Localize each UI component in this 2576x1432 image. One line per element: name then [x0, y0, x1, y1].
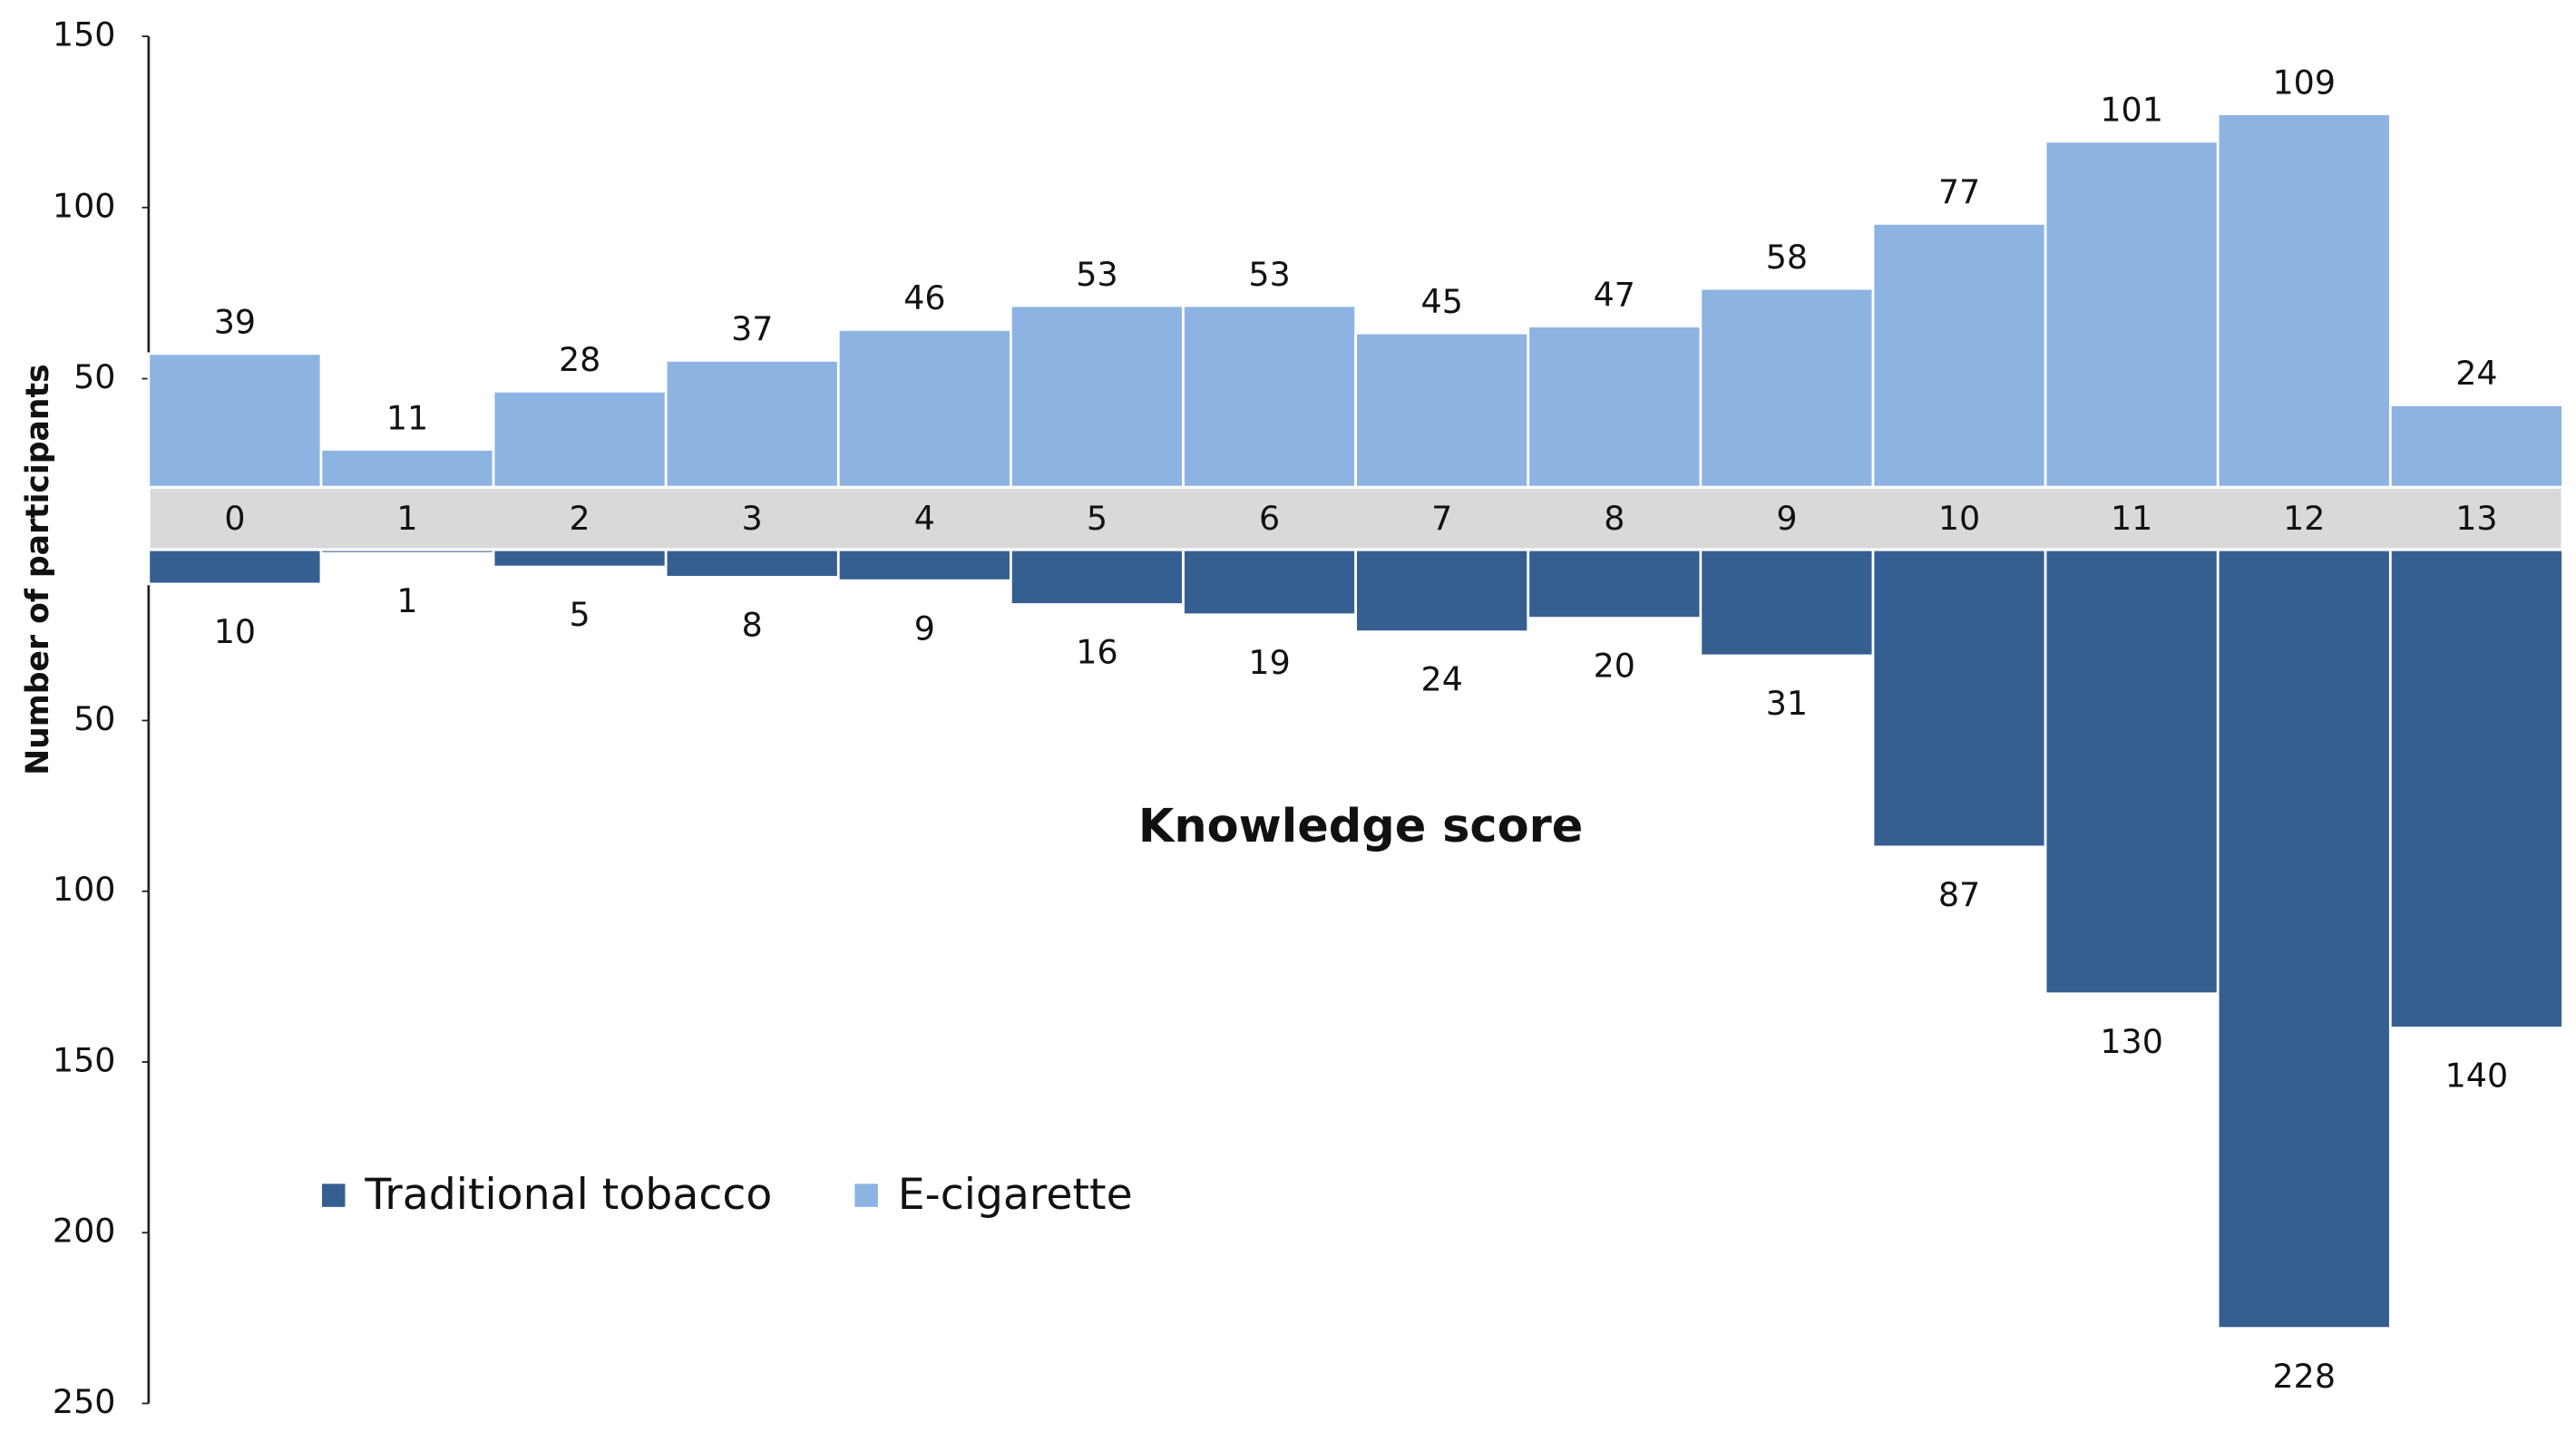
- data-label: 20: [1594, 647, 1635, 686]
- data-label: 130: [2100, 1022, 2163, 1061]
- data-label: 45: [1421, 282, 1463, 321]
- bar: [492, 390, 668, 489]
- x-tick-label: 11: [2111, 499, 2152, 538]
- bar: [2216, 112, 2392, 489]
- data-label: 46: [903, 278, 945, 317]
- x-tick-label: 7: [1431, 499, 1452, 538]
- bar: [1010, 548, 1185, 606]
- y-tick-label: 150: [53, 15, 116, 54]
- data-label: 140: [2445, 1056, 2509, 1095]
- x-tick-label: 3: [742, 499, 763, 538]
- bar: [2388, 548, 2564, 1029]
- x-tick-label: 2: [570, 499, 590, 538]
- legend-label: Traditional tobacco: [364, 1170, 772, 1220]
- data-label: 8: [742, 605, 763, 644]
- data-label: 24: [2455, 354, 2497, 393]
- data-label: 47: [1594, 275, 1635, 314]
- legend-label: E-cigarette: [898, 1170, 1133, 1220]
- data-label: 31: [1766, 684, 1808, 723]
- y-tick-label: 200: [53, 1212, 116, 1251]
- data-label: 39: [214, 303, 256, 342]
- data-label: 58: [1766, 238, 1808, 277]
- y-tick-label: 150: [53, 1040, 116, 1079]
- x-tick-label: 4: [914, 499, 935, 538]
- bar: [664, 359, 840, 489]
- data-label: 53: [1076, 255, 1117, 294]
- data-label: 1: [396, 581, 417, 620]
- bar: [492, 548, 668, 569]
- x-tick-label: 5: [1087, 499, 1107, 538]
- bar: [2388, 404, 2564, 489]
- bar: [2044, 548, 2220, 996]
- x-tick-label: 6: [1259, 499, 1280, 538]
- y-tick-label: 50: [73, 357, 115, 396]
- x-tick-label: 0: [224, 499, 245, 538]
- x-tick-label: 9: [1776, 499, 1797, 538]
- data-label: 24: [1421, 660, 1463, 699]
- bar: [1871, 222, 2047, 489]
- y-tick-label: 100: [53, 186, 116, 225]
- data-label: 53: [1248, 255, 1290, 294]
- bar: [147, 548, 323, 586]
- data-label: 11: [386, 398, 428, 437]
- chart-title: Knowledge score: [1138, 800, 1583, 853]
- bar: [1699, 287, 1875, 489]
- data-label: 77: [1938, 172, 1980, 211]
- bar: [1354, 331, 1530, 489]
- data-label: 10: [214, 612, 256, 651]
- y-tick-label: 250: [53, 1382, 116, 1421]
- bar: [2216, 548, 2392, 1330]
- legend-swatch: [854, 1184, 878, 1207]
- data-label: 101: [2100, 91, 2163, 130]
- bar: [1699, 548, 1875, 658]
- x-tick-label: 13: [2455, 499, 2497, 538]
- bar: [836, 328, 1012, 489]
- bar: [1527, 325, 1703, 489]
- x-tick-label: 8: [1604, 499, 1625, 538]
- data-label: 87: [1938, 875, 1980, 914]
- x-tick-label: 12: [2283, 499, 2325, 538]
- bar: [1871, 548, 2047, 849]
- data-label: 19: [1248, 643, 1290, 682]
- bar: [2044, 140, 2220, 489]
- bar: [319, 448, 495, 489]
- bar: [664, 548, 840, 579]
- bar: [1527, 548, 1703, 619]
- category-band: [147, 485, 2565, 552]
- legend-swatch: [322, 1184, 346, 1207]
- data-label: 9: [914, 609, 935, 648]
- x-tick-label: 10: [1938, 499, 1980, 538]
- x-tick-label: 1: [396, 499, 417, 538]
- bar: [319, 548, 495, 555]
- y-tick-label: 100: [53, 870, 116, 909]
- bar: [1010, 304, 1185, 489]
- bar: [1354, 548, 1530, 633]
- bar: [1182, 304, 1358, 489]
- bar: [1182, 548, 1358, 617]
- y-axis-label: Number of participants: [20, 364, 56, 774]
- data-label: 28: [559, 340, 600, 379]
- data-label: 5: [570, 595, 590, 634]
- bar: [836, 548, 1012, 582]
- data-label: 109: [2273, 63, 2337, 102]
- data-label: 37: [731, 309, 773, 348]
- bar: [147, 352, 323, 489]
- data-label: 228: [2273, 1357, 2337, 1396]
- y-tick-label: 50: [73, 699, 115, 738]
- data-label: 16: [1076, 633, 1117, 672]
